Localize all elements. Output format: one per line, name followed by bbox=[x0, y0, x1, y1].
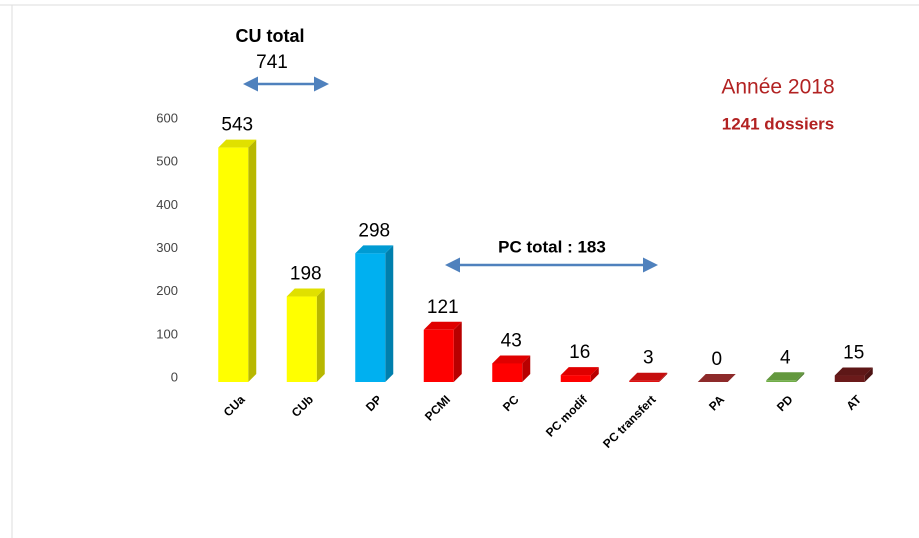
bar-side bbox=[453, 321, 462, 382]
bar-top bbox=[355, 245, 394, 254]
bar bbox=[286, 288, 325, 382]
bar-front bbox=[492, 363, 523, 382]
bar bbox=[697, 374, 736, 382]
bar-top bbox=[286, 288, 325, 297]
x-tick-label: CUb bbox=[289, 392, 316, 419]
bar-side bbox=[864, 367, 873, 382]
bar-front bbox=[766, 380, 797, 382]
value-label: 543 bbox=[221, 115, 253, 136]
bar-front bbox=[355, 253, 386, 382]
bar-side bbox=[385, 245, 394, 382]
y-tick-label: 500 bbox=[156, 154, 178, 169]
bar bbox=[492, 355, 531, 382]
bar-top bbox=[492, 355, 531, 364]
bar bbox=[766, 372, 805, 382]
bar-side bbox=[248, 139, 257, 382]
value-label: 0 bbox=[711, 349, 722, 370]
bar-front bbox=[834, 375, 865, 382]
value-label: 3 bbox=[643, 348, 654, 369]
y-tick-label: 0 bbox=[171, 369, 178, 384]
value-label: 4 bbox=[780, 347, 791, 368]
value-label: 298 bbox=[358, 220, 390, 241]
bar-front bbox=[629, 380, 660, 382]
bar-top bbox=[766, 372, 805, 381]
value-label: 198 bbox=[290, 264, 322, 285]
bar bbox=[423, 321, 462, 382]
x-tick-label: PC modif bbox=[543, 392, 591, 440]
bar bbox=[218, 139, 257, 382]
y-tick-label: 400 bbox=[156, 197, 178, 212]
value-label: 16 bbox=[569, 342, 590, 363]
value-label: 121 bbox=[427, 297, 459, 318]
year-label: Année 2018 bbox=[721, 76, 834, 99]
y-tick-label: 100 bbox=[156, 326, 178, 341]
bar-front bbox=[560, 375, 591, 382]
y-tick-label: 300 bbox=[156, 240, 178, 255]
bar bbox=[834, 367, 873, 382]
bar-side bbox=[590, 367, 599, 382]
value-label: 43 bbox=[501, 330, 522, 351]
bar-top bbox=[560, 367, 599, 376]
value-label: 15 bbox=[843, 343, 864, 364]
x-tick-label: PA bbox=[706, 392, 727, 413]
bar-side bbox=[796, 372, 805, 382]
dossiers-label: 1241 dossiers bbox=[722, 114, 834, 133]
cu-total-title: CU total bbox=[236, 26, 305, 46]
x-tick-label: PD bbox=[774, 392, 796, 414]
x-tick-label: DP bbox=[363, 392, 385, 414]
y-tick-label: 600 bbox=[156, 110, 178, 125]
bar bbox=[560, 367, 599, 382]
bar-top bbox=[629, 372, 668, 381]
bar-front bbox=[218, 147, 249, 382]
bar-side bbox=[316, 288, 325, 382]
bar bbox=[629, 372, 668, 382]
bar-front bbox=[423, 329, 454, 382]
pc-total: PC total : 183 bbox=[498, 237, 606, 256]
x-tick-label: CUa bbox=[221, 392, 248, 419]
bar-top bbox=[423, 321, 462, 330]
y-tick-label: 200 bbox=[156, 283, 178, 298]
bar-top bbox=[218, 139, 257, 148]
x-tick-label: PC bbox=[500, 392, 522, 414]
bar bbox=[355, 245, 394, 382]
bar-side bbox=[659, 372, 668, 382]
x-tick-label: PC transfert bbox=[600, 392, 658, 450]
bar-side bbox=[522, 355, 531, 382]
bar-front bbox=[286, 296, 317, 382]
bar-top bbox=[834, 367, 873, 376]
bar-top bbox=[697, 374, 736, 382]
cu-total-value: 741 bbox=[256, 52, 288, 73]
x-tick-label: AT bbox=[844, 392, 865, 413]
x-tick-label: PCMI bbox=[422, 392, 453, 423]
